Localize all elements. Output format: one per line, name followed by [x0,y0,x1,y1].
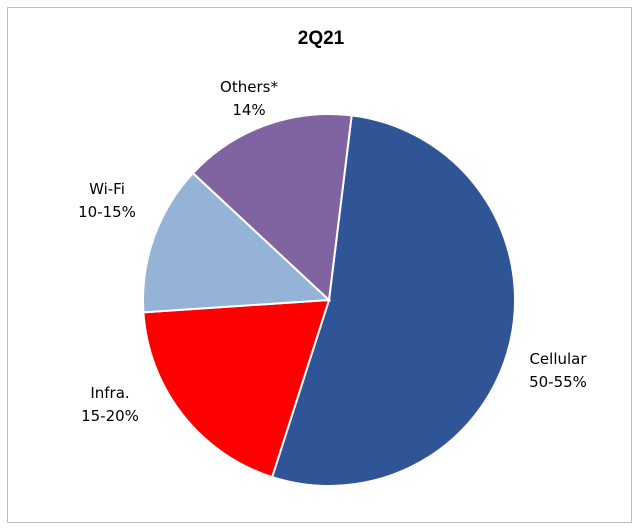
slice-label-name: Others* [220,78,278,96]
slice-label-value: 50-55% [529,373,587,391]
slice-label-name: Cellular [529,350,587,368]
pie-slice-others [191,113,353,303]
pie-slice-cellular [270,114,516,487]
pie-labels: Cellular 50-55% Infra. 15-20% Wi-Fi 10-15% Oth… [78,78,587,425]
chart-title: 2Q21 [298,28,345,49]
pie-slice-wi-fi [142,171,332,314]
pie-slices [142,113,516,487]
slice-label-value: 15-20% [81,407,139,425]
slice-label-value: 10-15% [78,203,136,221]
slice-label-name: Infra. [90,384,129,402]
slice-label-name: Wi-Fi [89,180,125,198]
pie-slice-infra [142,298,331,479]
slice-label-value: 14% [232,101,265,119]
